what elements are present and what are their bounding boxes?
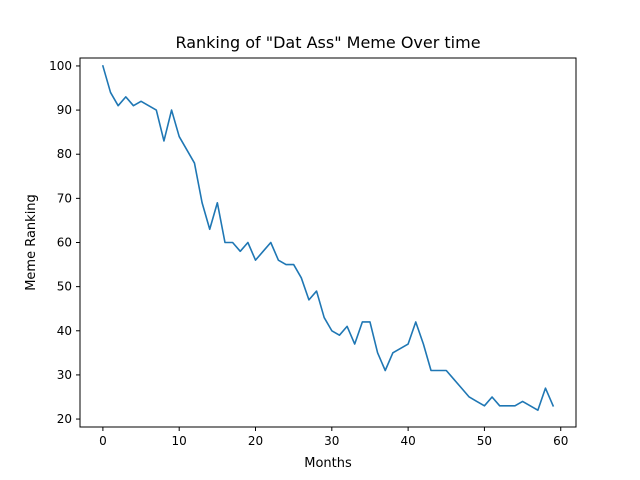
data-point: [522, 401, 524, 403]
x-tick-label: 40: [400, 434, 415, 448]
x-tick-label: 50: [477, 434, 492, 448]
data-point: [316, 290, 318, 292]
data-point: [201, 202, 203, 204]
data-point: [552, 405, 554, 407]
data-point: [507, 405, 509, 407]
data-point: [407, 343, 409, 345]
data-point: [125, 96, 127, 98]
data-point: [453, 379, 455, 381]
data-point: [133, 105, 135, 107]
data-point: [239, 251, 241, 253]
y-axis-label: Meme Ranking: [24, 194, 39, 291]
data-point: [278, 259, 280, 261]
x-tick-label: 10: [172, 434, 187, 448]
data-point: [194, 162, 196, 164]
data-point: [217, 202, 219, 204]
y-tick-label: 80: [57, 147, 72, 161]
y-axis-ticks: 20 30 40 50 60 70 80 90 100: [49, 59, 80, 426]
data-point: [331, 330, 333, 332]
y-tick-label: 60: [57, 236, 72, 250]
data-point: [247, 242, 249, 244]
plot-background: [80, 58, 576, 427]
chart-title: Ranking of "Dat Ass" Meme Over time: [175, 33, 480, 52]
data-point: [362, 321, 364, 323]
data-point: [148, 105, 150, 107]
data-point: [514, 405, 516, 407]
data-point: [354, 343, 356, 345]
data-point: [209, 228, 211, 230]
data-point: [339, 334, 341, 336]
y-tick-label: 30: [57, 368, 72, 382]
data-point: [270, 242, 272, 244]
series-layer: [101, 64, 555, 412]
data-point: [461, 387, 463, 389]
data-point: [445, 370, 447, 372]
x-axis-label: Months: [304, 456, 352, 471]
data-point: [110, 92, 112, 94]
y-tick-label: 40: [57, 324, 72, 338]
data-point: [224, 242, 226, 244]
data-point: [499, 405, 501, 407]
data-point: [308, 299, 310, 301]
data-point: [163, 140, 165, 142]
x-axis-ticks: 0 10 20 30 40 50 60: [99, 427, 568, 448]
data-point: [285, 264, 287, 266]
data-point: [491, 396, 493, 398]
data-point: [117, 105, 119, 107]
data-point: [255, 259, 257, 261]
plot-frame: [79, 57, 577, 428]
data-point: [102, 65, 104, 67]
data-point: [529, 405, 531, 407]
data-point: [178, 136, 180, 138]
data-point: [369, 321, 371, 323]
data-point: [476, 401, 478, 403]
y-tick-label: 50: [57, 280, 72, 294]
data-point: [346, 326, 348, 328]
data-point: [400, 348, 402, 350]
data-point: [171, 109, 173, 111]
series-line: [101, 64, 555, 412]
data-point: [384, 370, 386, 372]
data-point: [438, 370, 440, 372]
data-point: [415, 321, 417, 323]
data-point: [377, 352, 379, 354]
data-point: [484, 405, 486, 407]
y-tick-label: 70: [57, 191, 72, 205]
data-point: [423, 343, 425, 345]
x-tick-label: 20: [248, 434, 263, 448]
data-point: [293, 264, 295, 266]
data-point: [186, 149, 188, 151]
data-point: [262, 251, 264, 253]
data-point: [545, 387, 547, 389]
y-tick-label: 90: [57, 103, 72, 117]
x-tick-label: 0: [99, 434, 107, 448]
data-point: [300, 277, 302, 279]
data-point: [232, 242, 234, 244]
y-tick-label: 20: [57, 412, 72, 426]
data-point: [537, 409, 539, 411]
y-tick-label: 100: [49, 59, 72, 73]
x-tick-label: 60: [553, 434, 568, 448]
data-point: [140, 100, 142, 102]
x-tick-label: 30: [324, 434, 339, 448]
data-point: [430, 370, 432, 372]
data-point: [323, 317, 325, 319]
data-point: [392, 352, 394, 354]
data-point: [156, 109, 158, 111]
data-point: [468, 396, 470, 398]
